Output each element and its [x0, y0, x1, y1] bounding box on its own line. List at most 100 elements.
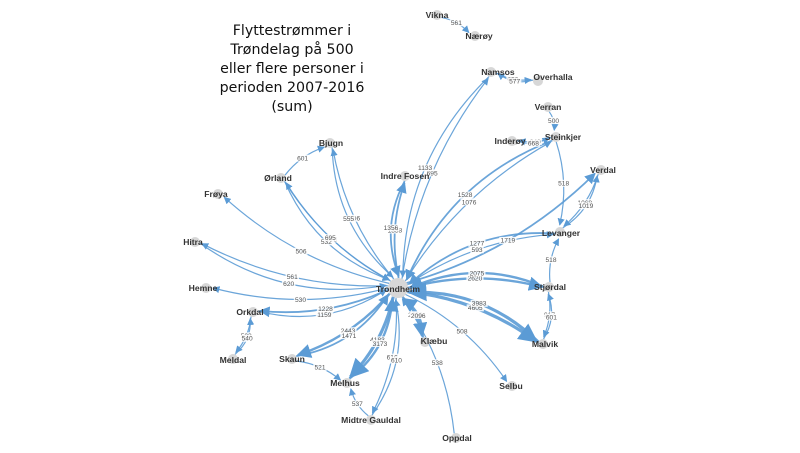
node-label-levanger: Levanger: [542, 228, 581, 238]
node-labels-layer: Trondheim Vikna Nærøy Namsos Overhalla Verran…: [183, 10, 616, 443]
edge-value-label: 532: [321, 239, 332, 246]
edge-trondheim-to-orland: [285, 182, 391, 282]
edge-value-label: 610: [391, 357, 402, 364]
node-label-stjordal: Stjørdal: [534, 282, 566, 292]
edge-label-background: [341, 215, 356, 223]
edge-label-background: [455, 327, 469, 335]
edge-label-background: [285, 273, 299, 281]
edge-value-label: 1019: [579, 203, 594, 210]
node-vikna[interactable]: [432, 10, 442, 20]
edge-value-label: 500: [548, 118, 559, 125]
edge-value-label: 2096: [411, 313, 426, 320]
node-label-froya: Frøya: [204, 189, 228, 199]
edge-value-label: 1471: [342, 333, 357, 340]
edge-label-background: [499, 236, 517, 244]
node-label-vikna: Vikna: [426, 10, 449, 20]
node-inderoy[interactable]: [507, 136, 517, 146]
edge-label-background: [340, 332, 358, 340]
node-hitra[interactable]: [190, 237, 200, 247]
node-bjugn[interactable]: [325, 138, 335, 148]
node-label-malvik: Malvik: [532, 339, 558, 349]
edge-label-background: [449, 19, 464, 27]
node-meldal[interactable]: [228, 354, 238, 364]
edge-label-background: [323, 234, 338, 242]
edge-value-label: 1356: [384, 225, 399, 232]
edge-value-label: 3983: [472, 301, 487, 308]
edge-label-background: [430, 359, 444, 367]
title-line: Trøndelag på 500: [230, 42, 354, 58]
node-midtre_gauldal[interactable]: [366, 415, 376, 425]
node-overhalla[interactable]: [533, 76, 543, 86]
edge-label-background: [293, 296, 308, 304]
edge-value-label: 1528: [458, 192, 473, 199]
node-skaun[interactable]: [287, 354, 297, 364]
edge-bjugn-to-trondheim: [331, 147, 394, 278]
node-orland[interactable]: [276, 173, 286, 183]
node-stjordal[interactable]: [544, 282, 554, 292]
edge-label-background: [507, 77, 522, 85]
edge-value-label: 668: [528, 141, 539, 148]
edge-value-label: 518: [545, 257, 556, 264]
node-label-oppdal: Oppdal: [442, 433, 472, 443]
edge-label-background: [466, 304, 484, 312]
edge-label-background: [294, 247, 308, 255]
edge-value-label: 1277: [470, 241, 485, 248]
edge-value-label: 530: [295, 297, 306, 304]
node-label-midtre_gauldal: Midtre Gauldal: [341, 415, 401, 425]
edge-label-background: [470, 246, 484, 254]
node-label-indre_fosen: Indre Fosen: [381, 171, 430, 181]
edge-value-label: 1159: [317, 312, 332, 319]
node-label-melhus: Melhus: [330, 378, 360, 388]
edge-value-label: 537: [352, 401, 363, 408]
node-label-skaun: Skaun: [279, 354, 305, 364]
node-naeroy[interactable]: [470, 31, 480, 41]
edge-value-label: 508: [457, 328, 468, 335]
node-label-bjugn: Bjugn: [319, 138, 343, 148]
edge-value-label: 577: [509, 79, 520, 86]
edge-label-background: [371, 339, 389, 347]
edge-label-background: [470, 299, 488, 307]
edge-value-label: 561: [451, 20, 462, 27]
node-verran[interactable]: [543, 102, 553, 112]
edge-label-background: [468, 239, 486, 247]
node-levanger[interactable]: [555, 227, 565, 237]
edge-label-background: [295, 154, 310, 162]
edge-label-background: [350, 400, 365, 408]
node-label-naeroy: Nærøy: [465, 31, 492, 41]
node-orkdal[interactable]: [248, 307, 258, 317]
title-line: Flyttestrømmer i: [232, 23, 352, 39]
edge-trondheim-to-bjugn: [330, 148, 395, 280]
node-label-namsos: Namsos: [481, 67, 515, 77]
node-selbu[interactable]: [507, 381, 517, 391]
edge-label-background: [315, 310, 333, 318]
node-label-orkdal: Orkdal: [236, 307, 263, 317]
node-klaebu[interactable]: [420, 337, 430, 347]
node-froya[interactable]: [213, 189, 223, 199]
node-label-inderoy: Inderøy: [494, 136, 525, 146]
edge-label-background: [389, 356, 404, 364]
node-namsos[interactable]: [486, 67, 496, 77]
node-malvik[interactable]: [538, 339, 548, 349]
edge-label-background: [544, 313, 559, 321]
edge-value-label: 3173: [373, 341, 388, 348]
node-oppdal[interactable]: [451, 433, 461, 443]
edge-value-label: 506: [296, 248, 307, 255]
node-verdal[interactable]: [596, 165, 606, 175]
edge-label-background: [546, 117, 561, 125]
edge-value-label: 561: [287, 274, 298, 281]
edge-value-label: 695: [427, 170, 438, 177]
edge-value-label: 601: [546, 314, 557, 321]
edge-value-label: 601: [297, 155, 308, 162]
node-trondheim[interactable]: [388, 278, 408, 298]
edge-label-background: [526, 139, 541, 147]
edge-orland-to-trondheim: [284, 181, 390, 281]
title-line: (sum): [271, 99, 313, 115]
node-label-meldal: Meldal: [220, 355, 247, 365]
node-indre_fosen[interactable]: [400, 171, 410, 181]
node-steinkjer[interactable]: [551, 132, 561, 142]
edge-value-label: 538: [432, 360, 443, 367]
node-melhus[interactable]: [342, 378, 352, 388]
edge-label-background: [416, 164, 434, 172]
node-hemne[interactable]: [201, 283, 211, 293]
